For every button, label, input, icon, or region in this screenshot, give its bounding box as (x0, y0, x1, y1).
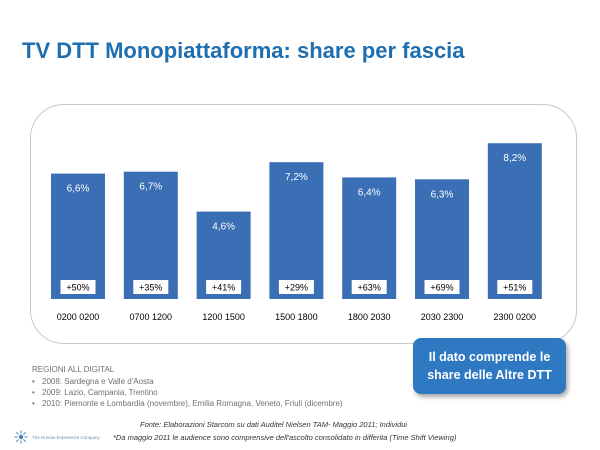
growth-label-box (60, 280, 96, 294)
growth-label: +35% (139, 283, 162, 293)
page-title: TV DTT Monopiattaforma: share per fascia (22, 38, 465, 63)
callout-line-1: Il dato comprende le (428, 350, 551, 364)
growth-label: +41% (212, 283, 235, 293)
growth-label: +69% (430, 283, 453, 293)
regions-item: 2008: Sardegna e Valle d'Aosta (32, 377, 343, 386)
brand-logo: The Human Experience Company (14, 430, 100, 444)
regions-item: 2010: Piemonte e Lombardia (novembre), E… (32, 399, 343, 408)
bar-value-label: 7,2% (285, 172, 308, 183)
growth-label: +50% (66, 283, 89, 293)
bar (269, 162, 324, 299)
regions-item: 2009: Lazio, Campania, Trentino (32, 388, 343, 397)
category-label: 0700 1200 (130, 312, 173, 322)
category-label: 1200 1500 (202, 312, 245, 322)
category-label: 2300 0200 (494, 312, 537, 322)
growth-label: +63% (358, 283, 381, 293)
sun-logo-icon (14, 430, 28, 444)
bar-value-label: 8,2% (503, 153, 526, 164)
growth-label-box (206, 280, 242, 294)
bar (415, 179, 469, 299)
bar-value-label: 6,3% (431, 189, 454, 200)
bar-value-label: 6,7% (139, 182, 162, 193)
bar-value-label: 6,4% (358, 187, 381, 198)
bar-value-label: 6,6% (67, 184, 90, 195)
bar (51, 173, 105, 299)
callout-box: Il dato comprende le share delle Altre D… (413, 338, 566, 394)
growth-label: +29% (285, 283, 308, 293)
growth-label-box (497, 280, 533, 294)
bar (123, 171, 178, 299)
category-label: 1500 1800 (275, 312, 318, 322)
growth-label-box (351, 280, 387, 294)
growth-label-box (278, 280, 314, 294)
category-label: 0200 0200 (57, 312, 100, 322)
footnote: *Da maggio 2011 le audience sono compren… (113, 433, 457, 442)
bar (487, 143, 542, 299)
regions-heading: REGIONI ALL DIGITAL (32, 365, 115, 374)
source-note: Fonte: Elaborazioni Starcom su dati Audi… (140, 420, 408, 429)
growth-label-box (424, 280, 460, 294)
growth-label: +51% (503, 283, 526, 293)
category-label: 1800 2030 (348, 312, 391, 322)
growth-label-box (133, 280, 169, 294)
brand-text: The Human Experience Company (32, 434, 100, 440)
callout-line-2: share delle Altre DTT (427, 368, 552, 382)
bar-value-label: 4,6% (212, 222, 235, 233)
regions-list: REGIONI ALL DIGITAL 2008: Sardegna e Val… (32, 365, 343, 410)
bar (342, 177, 397, 299)
category-label: 2030 2300 (421, 312, 464, 322)
